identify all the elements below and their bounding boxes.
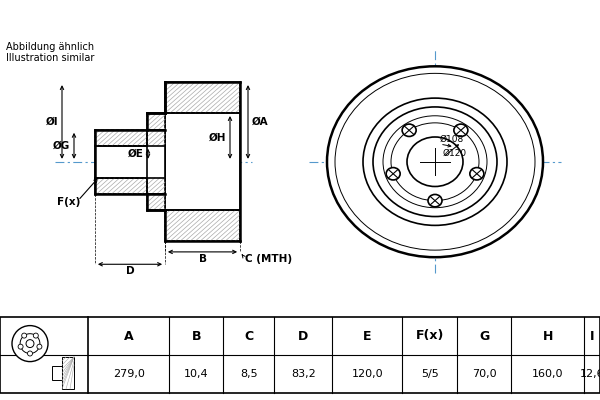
Circle shape (28, 351, 32, 356)
Text: D: D (298, 330, 308, 342)
Bar (95, 130, 165, 146)
Text: C (MTH): C (MTH) (245, 254, 292, 264)
Bar (0, 317, 600, 393)
Text: A: A (124, 330, 134, 342)
Text: ØI: ØI (46, 117, 58, 127)
Bar (52, 366, 62, 380)
Circle shape (26, 340, 34, 348)
Text: F(x): F(x) (57, 197, 80, 207)
Circle shape (454, 124, 468, 136)
Text: 5/5: 5/5 (421, 369, 439, 379)
Text: 12,6: 12,6 (580, 369, 600, 379)
Circle shape (18, 344, 23, 349)
Text: D: D (125, 266, 134, 276)
Text: 120,0: 120,0 (352, 369, 383, 379)
Text: ØA: ØA (252, 117, 269, 127)
Text: H: H (542, 330, 553, 342)
Circle shape (386, 168, 400, 180)
Circle shape (327, 66, 543, 257)
Text: E: E (363, 330, 371, 342)
Text: C: C (244, 330, 253, 342)
Circle shape (37, 344, 42, 349)
Text: 411127: 411127 (457, 9, 544, 29)
Text: B: B (199, 254, 206, 264)
Text: ØG: ØG (53, 141, 70, 151)
Text: 160,0: 160,0 (532, 369, 563, 379)
Text: 10,4: 10,4 (184, 369, 209, 379)
Text: G: G (479, 330, 490, 342)
Bar (62, 357, 74, 389)
Text: ØH: ØH (209, 132, 226, 142)
Bar (165, 113, 240, 210)
Text: ØE: ØE (128, 149, 144, 159)
Bar (95, 178, 165, 194)
Text: F(x): F(x) (416, 330, 444, 342)
Text: 24.0111-0127.1: 24.0111-0127.1 (228, 9, 412, 29)
Text: 70,0: 70,0 (472, 369, 497, 379)
Circle shape (470, 168, 484, 180)
Text: I: I (590, 330, 594, 342)
Text: 8,5: 8,5 (240, 369, 257, 379)
Text: Ø120: Ø120 (443, 148, 467, 157)
Bar (165, 82, 240, 113)
Text: Abbildung ähnlich: Abbildung ähnlich (6, 42, 94, 52)
Circle shape (428, 194, 442, 207)
Text: Illustration similar: Illustration similar (6, 53, 94, 63)
Circle shape (12, 326, 48, 362)
Text: B: B (191, 330, 201, 342)
Bar (147, 113, 165, 130)
Bar (95, 146, 165, 178)
Circle shape (402, 124, 416, 136)
Circle shape (34, 333, 38, 338)
Circle shape (20, 334, 40, 354)
Bar (147, 130, 165, 194)
Bar (165, 210, 240, 241)
Text: 279,0: 279,0 (113, 369, 145, 379)
Circle shape (22, 333, 26, 338)
Text: Ø108: Ø108 (440, 135, 464, 144)
Bar (147, 194, 165, 210)
Text: 83,2: 83,2 (291, 369, 316, 379)
